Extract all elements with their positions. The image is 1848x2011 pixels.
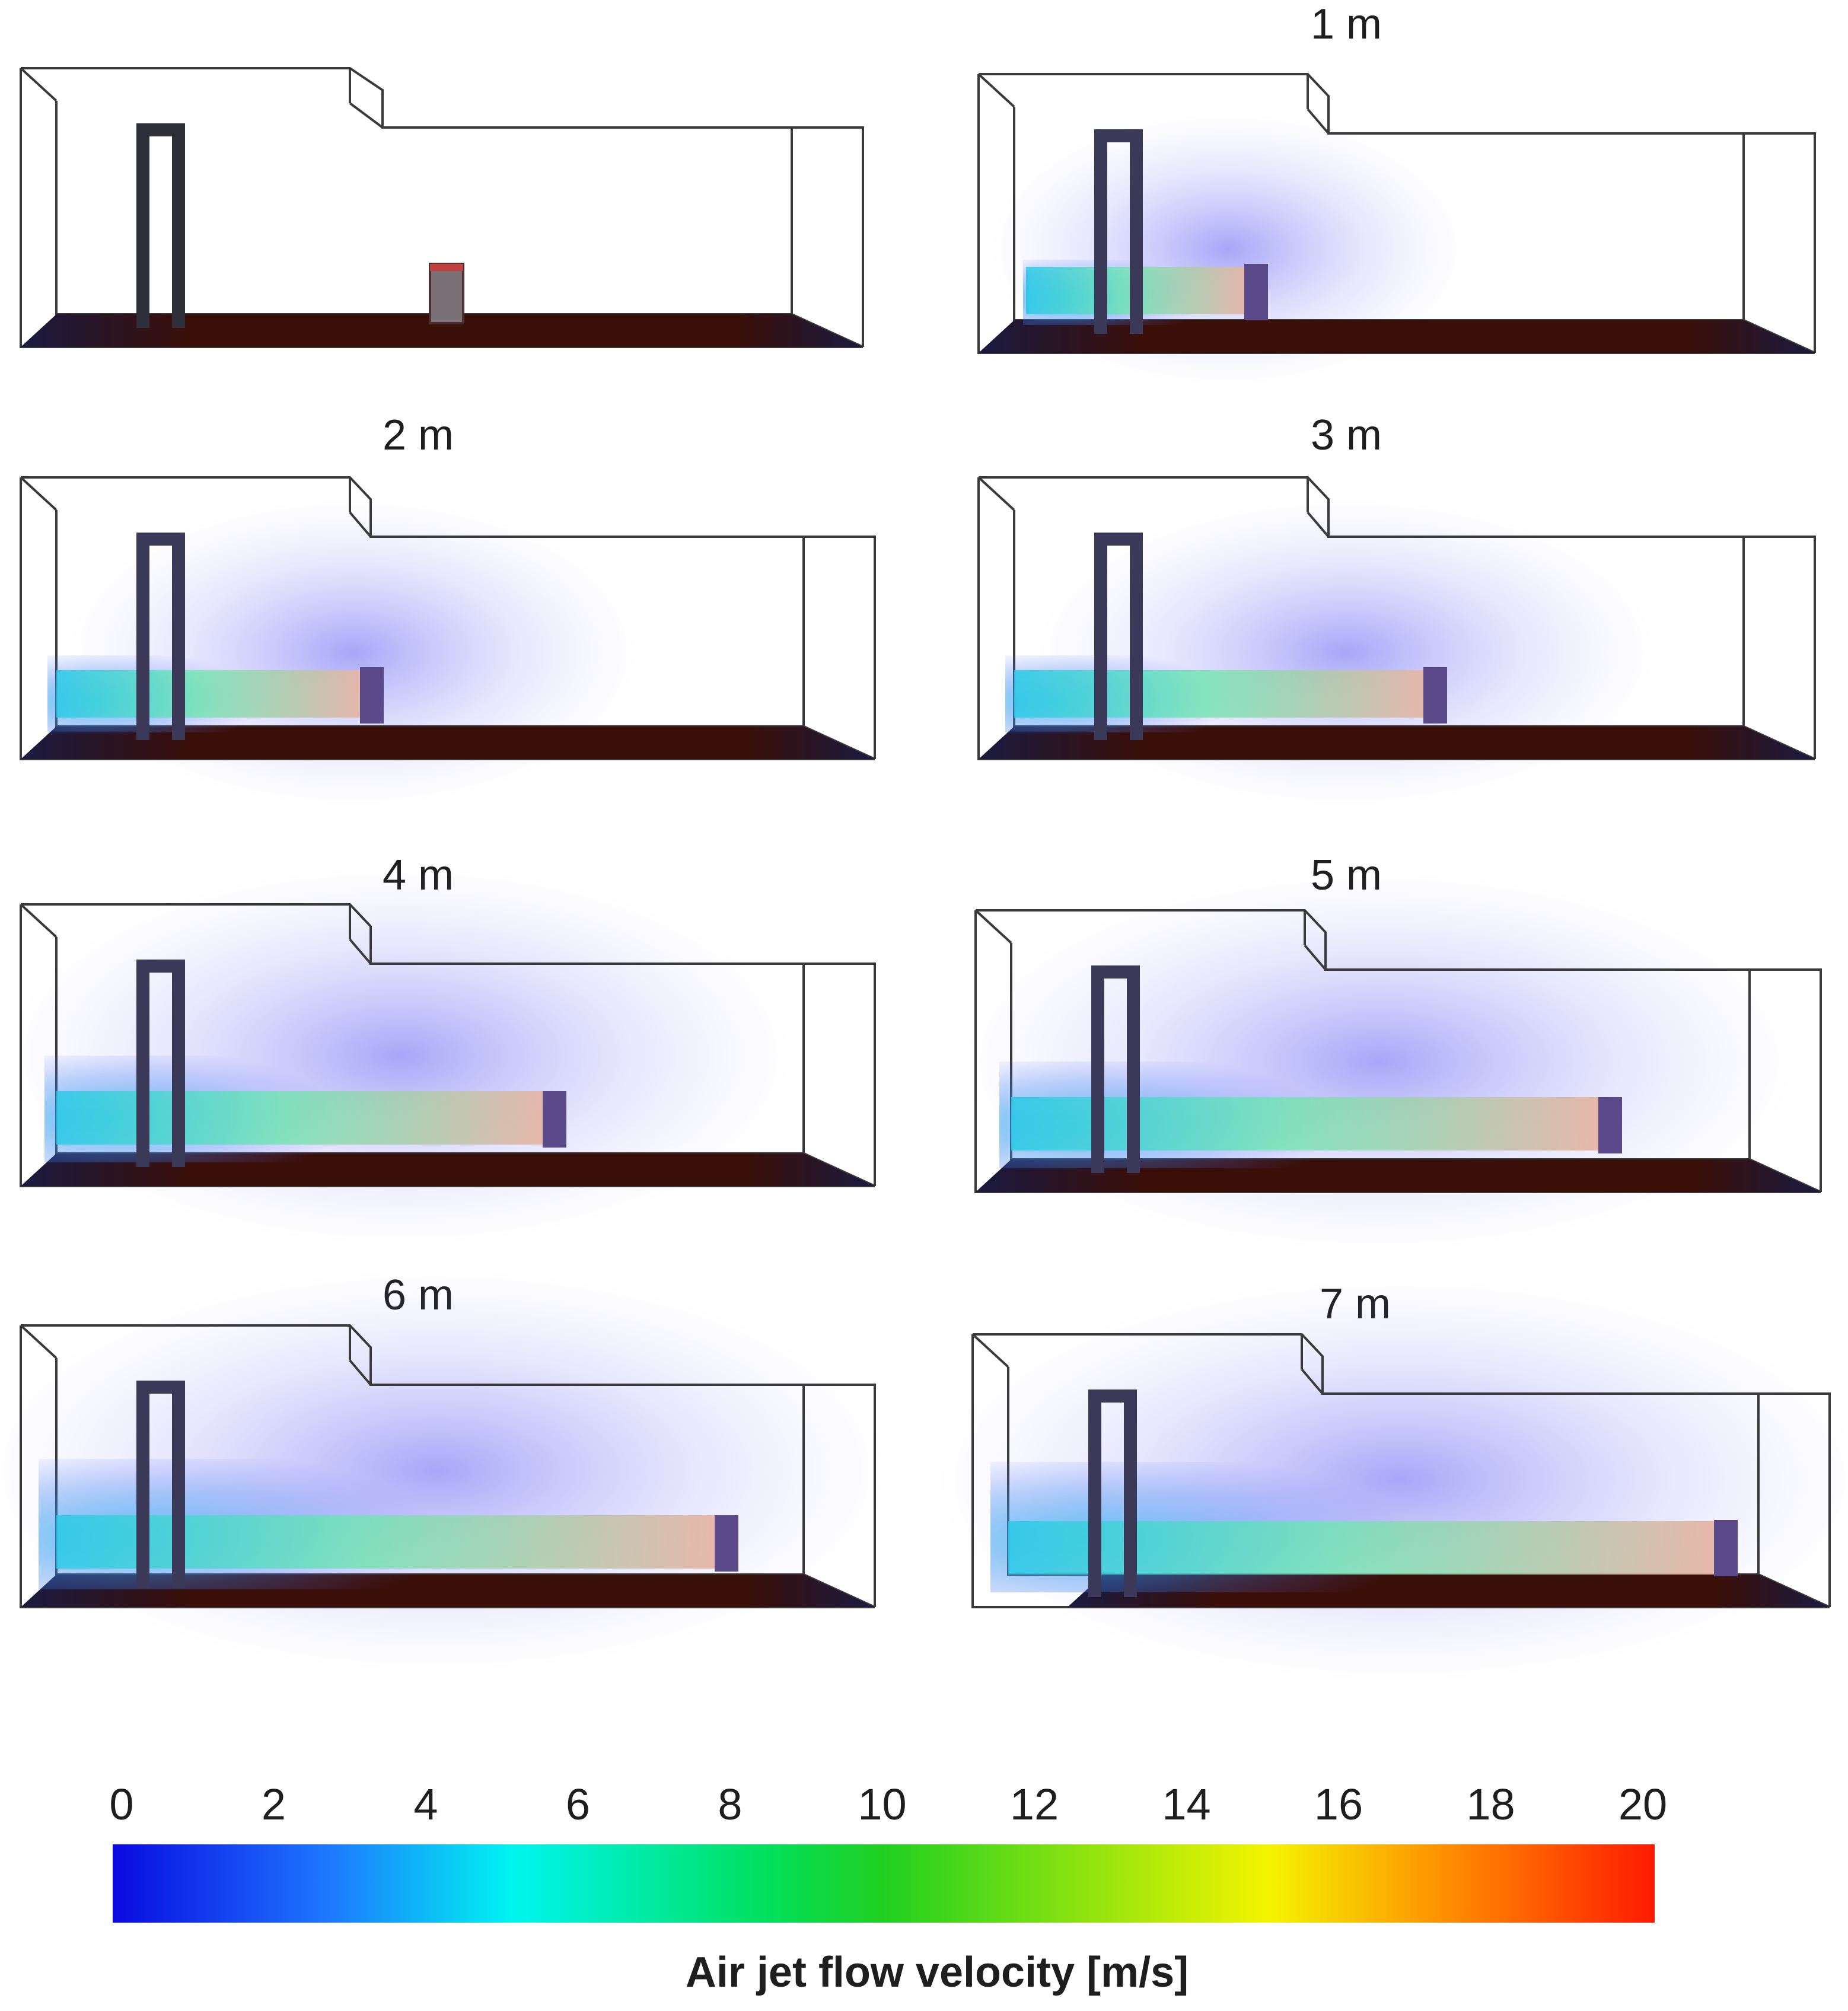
door-lintel bbox=[1088, 1389, 1137, 1403]
fan-unit bbox=[543, 1091, 566, 1148]
door-post-right bbox=[172, 1381, 185, 1588]
air-jet bbox=[56, 1515, 721, 1569]
colorbar-tick-label: 18 bbox=[1466, 1780, 1515, 1829]
fan-unit bbox=[1714, 1520, 1738, 1576]
door-post-right bbox=[1127, 965, 1140, 1173]
floor bbox=[979, 320, 1815, 353]
colorbar-tick-label: 2 bbox=[262, 1780, 286, 1829]
colorbar-tick-label: 0 bbox=[109, 1780, 133, 1829]
door-post-right bbox=[172, 533, 185, 740]
door-post-right bbox=[172, 123, 185, 328]
wall-step-diag bbox=[349, 102, 384, 129]
colorbar-tick-label: 12 bbox=[1010, 1780, 1059, 1829]
panel-6: 6 m bbox=[0, 1269, 887, 1672]
fan-unit bbox=[1423, 667, 1447, 724]
air-jet bbox=[1008, 1521, 1720, 1575]
colorbar-tick-label: 16 bbox=[1314, 1780, 1363, 1829]
fan-unit bbox=[1244, 264, 1268, 320]
door-post-left bbox=[136, 1381, 149, 1588]
corner-edge bbox=[20, 903, 58, 938]
door-post-right bbox=[1130, 533, 1143, 740]
air-jet bbox=[1014, 670, 1429, 718]
corner-edge bbox=[20, 67, 58, 102]
door-post-left bbox=[136, 533, 149, 740]
room-outline bbox=[21, 1324, 876, 1607]
colorbar-tick-label: 8 bbox=[718, 1780, 742, 1829]
wall-step-diag bbox=[1304, 944, 1327, 971]
panel-3: 3 m bbox=[977, 412, 1816, 807]
room-outline bbox=[976, 909, 1822, 1192]
door-post-left bbox=[136, 960, 149, 1167]
corner-edge bbox=[974, 909, 1012, 944]
corner-edge bbox=[971, 1333, 1009, 1368]
panel-0 bbox=[20, 67, 864, 348]
air-jet bbox=[56, 1091, 549, 1145]
corner-edge bbox=[977, 476, 1015, 511]
fan-unit bbox=[1598, 1097, 1622, 1153]
door-post-right bbox=[172, 960, 185, 1167]
room-outline bbox=[973, 1333, 1831, 1607]
door-lintel bbox=[1091, 965, 1140, 979]
panel-label: 1 m bbox=[1311, 1, 1382, 48]
fan-unit bbox=[715, 1515, 738, 1572]
door-lintel bbox=[136, 960, 185, 973]
door-post-left bbox=[136, 123, 149, 328]
door-post-left bbox=[1091, 965, 1104, 1173]
panel-7: 7 m bbox=[937, 1278, 1848, 1681]
colorbar-tick-label: 4 bbox=[413, 1780, 438, 1829]
door-lintel bbox=[136, 533, 185, 546]
panel-label: 2 m bbox=[383, 412, 454, 459]
panel-2: 2 m bbox=[20, 412, 876, 807]
panel-4: 4 m bbox=[9, 852, 876, 1245]
room-outline bbox=[979, 476, 1816, 759]
corner-edge bbox=[20, 476, 58, 511]
corner-edge bbox=[977, 73, 1015, 108]
fan-top bbox=[430, 264, 463, 271]
wall-step-diag bbox=[1301, 1368, 1324, 1395]
wall-step-diag bbox=[1307, 108, 1330, 135]
room-outline bbox=[979, 73, 1816, 353]
wall-step-diag bbox=[1307, 511, 1330, 538]
door-post-right bbox=[1130, 129, 1143, 334]
panel-grid: 1 m 2 m bbox=[0, 1, 1848, 1681]
door-post-left bbox=[1094, 533, 1107, 740]
air-jet bbox=[1011, 1097, 1604, 1150]
colorbar: 0 2 4 6 8 10 12 14 16 18 20 Air jet flow velocity … bbox=[109, 1780, 1667, 1996]
panel-label: 3 m bbox=[1311, 412, 1382, 459]
wall-step-diag bbox=[349, 511, 372, 538]
room-outline bbox=[21, 476, 876, 759]
colorbar-title: Air jet flow velocity [m/s] bbox=[686, 1949, 1189, 1996]
colorbar-ticks: 0 2 4 6 8 10 12 14 16 18 20 bbox=[109, 1780, 1667, 1829]
room-outline bbox=[21, 903, 876, 1186]
door-lintel bbox=[136, 123, 185, 136]
door-lintel bbox=[1094, 129, 1143, 142]
room-outline bbox=[21, 67, 864, 347]
door-post-left bbox=[1088, 1389, 1101, 1597]
colorbar-tick-label: 14 bbox=[1162, 1780, 1210, 1829]
floor bbox=[979, 726, 1815, 759]
panel-5: 5 m bbox=[964, 852, 1822, 1251]
fan-unit bbox=[360, 667, 384, 724]
door-lintel bbox=[136, 1381, 185, 1394]
door-post-left bbox=[1094, 129, 1107, 334]
fan-unit bbox=[429, 263, 464, 324]
wall-step-diag bbox=[349, 1359, 372, 1386]
floor bbox=[21, 726, 875, 759]
corner-edge bbox=[20, 1324, 58, 1359]
colorbar-tick-label: 20 bbox=[1618, 1780, 1667, 1829]
colorbar-tick-label: 10 bbox=[858, 1780, 906, 1829]
colorbar-tick-label: 6 bbox=[566, 1780, 590, 1829]
colorbar-gradient bbox=[113, 1844, 1655, 1923]
door-post-right bbox=[1124, 1389, 1137, 1597]
floor bbox=[21, 314, 863, 347]
air-jet bbox=[56, 670, 365, 718]
panel-1: 1 m bbox=[977, 1, 1816, 385]
wall-step-diag bbox=[349, 938, 372, 965]
door-lintel bbox=[1094, 533, 1143, 546]
